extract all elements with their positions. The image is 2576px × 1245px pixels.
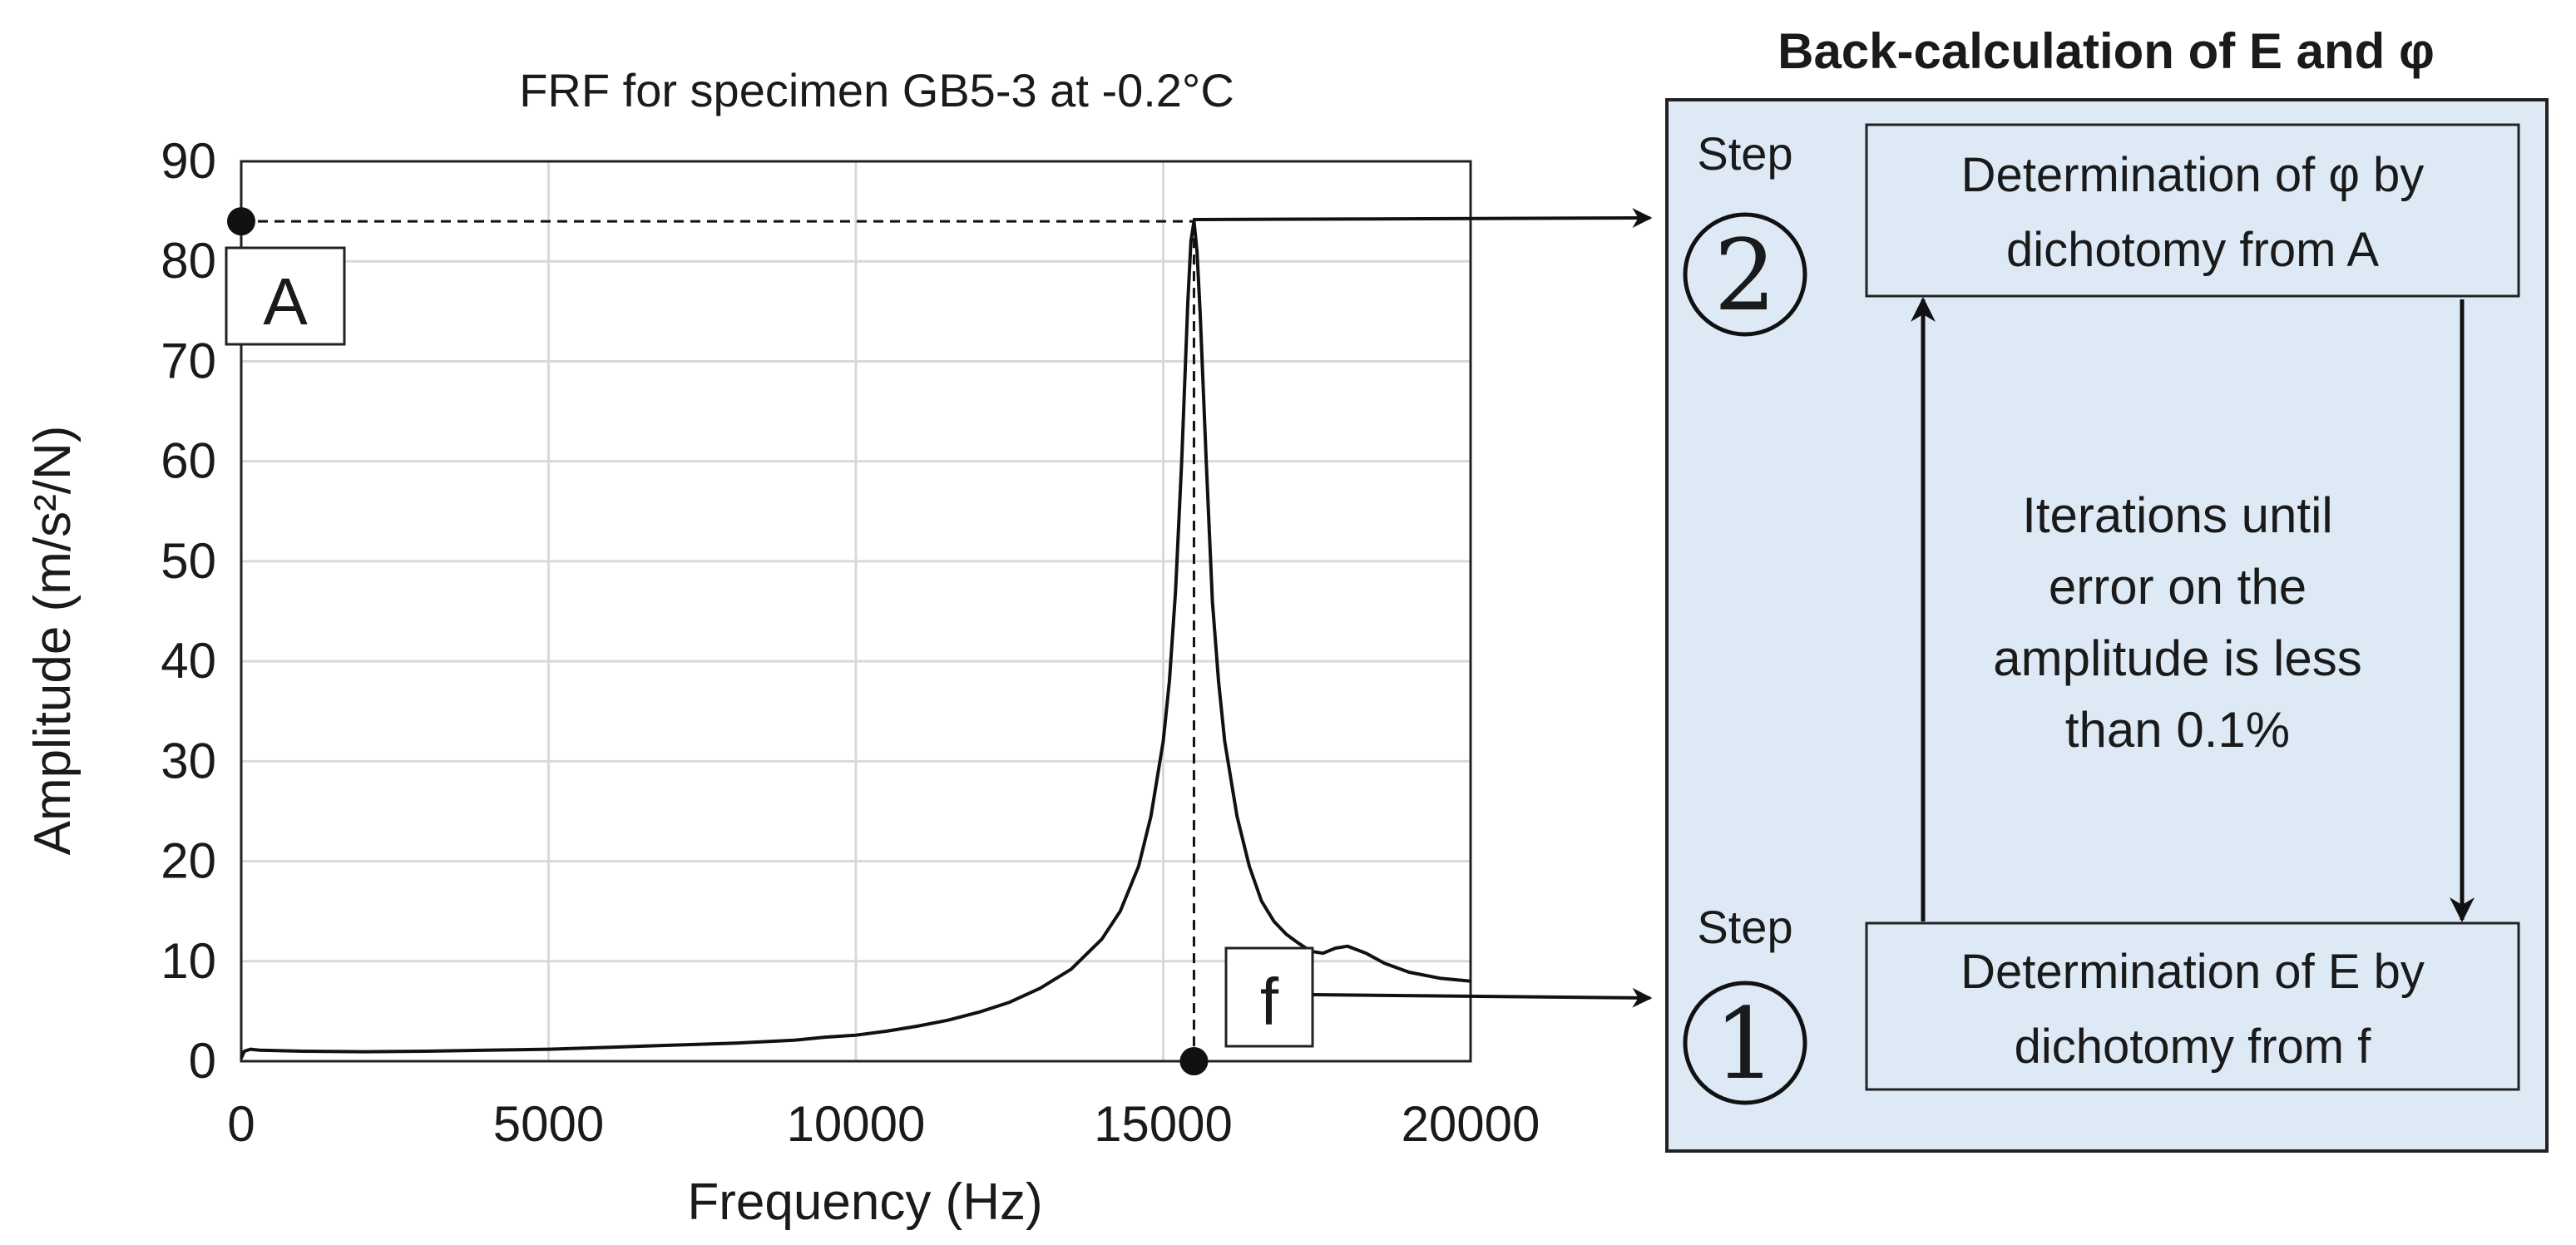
y-tick-labels: 0 10 20 30 40 50 60 70 80 90 <box>161 133 216 1089</box>
peak-frequency-marker <box>1179 1047 1209 1075</box>
step1-box-line1: Determination of E by <box>1960 945 2425 999</box>
x-tick-label: 0 <box>227 1096 255 1152</box>
step1-box <box>1865 921 2520 1091</box>
peak-amplitude-marker <box>227 207 255 236</box>
step2-number: 2 <box>1713 218 1776 333</box>
iteration-line2: error on the <box>2049 559 2307 615</box>
x-tick-labels: 0 5000 10000 15000 20000 <box>227 1096 1540 1152</box>
step2-word: Step <box>1697 127 1792 180</box>
y-tick-label: 10 <box>161 933 216 989</box>
x-tick-label: 5000 <box>493 1096 604 1152</box>
y-tick-label: 60 <box>161 433 216 489</box>
arrow-to-step2 <box>1192 208 1653 229</box>
y-tick-label: 50 <box>161 533 216 589</box>
frequency-label: f <box>1260 965 1279 1039</box>
chart-grid <box>241 161 1471 1061</box>
step1-circle <box>1683 981 1807 1105</box>
iteration-line1: Iterations until <box>2022 487 2333 543</box>
y-tick-label: 40 <box>161 633 216 689</box>
frequency-label-box <box>1224 946 1314 1048</box>
amplitude-label-box <box>225 246 346 346</box>
step1-word: Step <box>1697 901 1792 953</box>
amplitude-label: A <box>263 264 308 338</box>
chart-title: FRF for specimen GB5-3 at -0.2°C <box>519 64 1234 116</box>
y-tick-label: 0 <box>189 1033 216 1089</box>
step2-box-line1: Determination of φ by <box>1961 148 2425 202</box>
y-tick-label: 80 <box>161 233 216 289</box>
step2-circle <box>1683 212 1807 337</box>
step2-box-line2: dichotomy from A <box>2006 223 2379 277</box>
x-tick-label: 20000 <box>1402 1096 1540 1152</box>
iteration-line4: than 0.1% <box>2065 702 2290 758</box>
step1-number: 1 <box>1713 986 1776 1101</box>
y-tick-label: 20 <box>161 833 216 889</box>
y-tick-label: 90 <box>161 133 216 189</box>
iteration-line3: amplitude is less <box>1993 630 2362 686</box>
y-tick-label: 70 <box>161 333 216 388</box>
arrow-to-step1 <box>1312 987 1653 1008</box>
x-tick-label: 15000 <box>1094 1096 1233 1152</box>
x-axis-label: Frequency (Hz) <box>687 1173 1042 1231</box>
step1-box-line2: dichotomy from f <box>2015 1020 2372 1074</box>
frf-curve <box>240 220 1471 1060</box>
y-tick-label: 30 <box>161 733 216 788</box>
x-tick-label: 10000 <box>787 1096 926 1152</box>
step2-box <box>1865 123 2520 298</box>
plot-frame <box>240 160 1472 1063</box>
flowchart-title: Back-calculation of E and φ <box>1777 23 2435 79</box>
y-axis-label: Amplitude (m/s²/N) <box>24 426 82 856</box>
